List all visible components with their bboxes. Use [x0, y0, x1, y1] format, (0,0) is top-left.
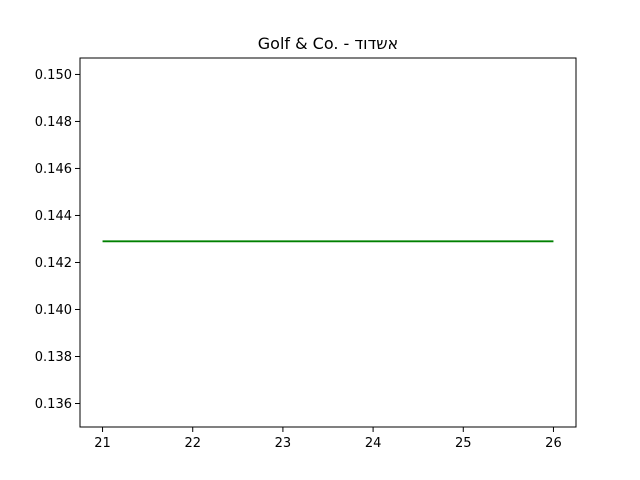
chart-title: Golf & Co. - אשדוד [258, 34, 398, 53]
x-tick-label: 25 [455, 436, 472, 451]
x-tick-label: 24 [365, 436, 382, 451]
y-tick-label: 0.136 [35, 397, 72, 412]
y-tick-label: 0.140 [35, 303, 72, 318]
x-tick-label: 26 [545, 436, 562, 451]
plot-area: 21 22 23 24 25 26 0.136 0.138 0.140 0.142 0.144 0.1… [35, 57, 577, 451]
axes-frame [79, 57, 577, 428]
x-tick-label: 23 [275, 436, 292, 451]
y-tick-label: 0.144 [35, 209, 72, 224]
y-tick-label: 0.150 [35, 68, 72, 83]
y-tick-label: 0.142 [35, 256, 72, 271]
y-tick-label: 0.146 [35, 162, 72, 177]
y-tick-label: 0.148 [35, 115, 72, 130]
x-tick-label: 21 [94, 436, 111, 451]
x-tick-label: 22 [184, 436, 201, 451]
y-tick-label: 0.138 [35, 350, 72, 365]
